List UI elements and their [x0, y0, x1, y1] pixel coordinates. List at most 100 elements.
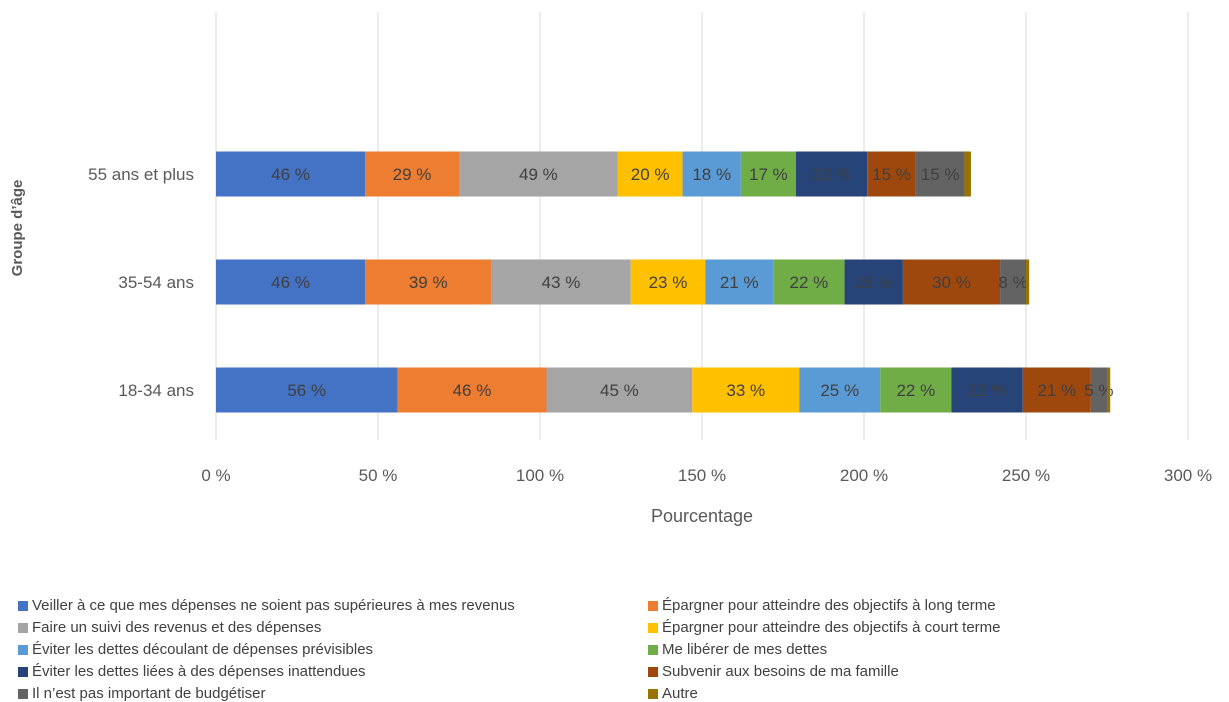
data-label: 22 %: [896, 381, 935, 400]
x-tick-label: 50 %: [359, 466, 398, 485]
legend-item: Faire un suivi des revenus et des dépens…: [18, 619, 321, 636]
legend-swatch: [18, 622, 28, 633]
bar-segment: [964, 151, 971, 197]
bar-segment: [795, 151, 868, 197]
data-label: 46 %: [271, 273, 310, 292]
data-label: 49 %: [519, 165, 558, 184]
bar-segment: [880, 367, 952, 413]
bar-segment: [915, 151, 965, 197]
legend-item: Épargner pour atteindre des objectifs à …: [648, 619, 1001, 636]
legend-swatch: [648, 600, 658, 611]
legend-item: Éviter les dettes découlant de dépenses …: [18, 641, 373, 658]
bar-segment: [365, 259, 492, 305]
legend-swatch: [648, 644, 658, 655]
x-axis-title: Pourcentage: [651, 506, 753, 526]
legend-label: Me libérer de mes dettes: [662, 641, 828, 658]
legend-item: Épargner pour atteindre des objectifs à …: [648, 597, 996, 614]
bar-segment: [705, 259, 774, 305]
legend-label: Subvenir aux besoins de ma famille: [662, 663, 899, 680]
data-label: 56 %: [287, 381, 326, 400]
legend-swatch: [18, 666, 28, 677]
legend-label: Éviter les dettes découlant de dépenses …: [32, 641, 374, 658]
bar-segment: [682, 151, 741, 197]
stacked-bar-chart: 0 % 50 % 100 % 150 % 200 % 250 % 300 % Pourcent…: [9, 12, 1212, 526]
legend-item: Il n’est pas important de budgétiser: [18, 685, 265, 702]
data-label: 45 %: [600, 381, 639, 400]
bar-segment: [1022, 367, 1091, 413]
x-tick-label: 0 %: [201, 466, 230, 485]
legend-item: Me libérer de mes dettes: [648, 641, 827, 658]
bar-segment: [617, 151, 683, 197]
x-tick-label: 100 %: [516, 466, 564, 485]
data-label: 22 %: [968, 381, 1007, 400]
data-label: 17 %: [749, 165, 788, 184]
data-label: 33 %: [726, 381, 765, 400]
data-label: 43 %: [542, 273, 581, 292]
data-label: 30 %: [932, 273, 971, 292]
legend-swatch: [648, 622, 658, 633]
legend-label: Veiller à ce que mes dépenses ne soient …: [32, 597, 515, 614]
bar-segment: [216, 367, 398, 413]
bar-segment: [773, 259, 845, 305]
x-tick-label: 200 %: [840, 466, 888, 485]
legend-swatch: [18, 600, 28, 611]
category-label: 35-54 ans: [118, 273, 194, 292]
data-label: 22 %: [790, 273, 829, 292]
x-tick-label: 300 %: [1164, 466, 1212, 485]
bar-segment: [740, 151, 796, 197]
bar-segment: [799, 367, 881, 413]
legend-swatch: [18, 688, 28, 699]
legend-item: Éviter les dettes liées à des dépenses i…: [18, 663, 366, 680]
data-label: 21 %: [720, 273, 759, 292]
data-label: 15 %: [921, 165, 960, 184]
legend-label: Faire un suivi des revenus et des dépens…: [32, 619, 322, 636]
bar-segment: [459, 151, 618, 197]
x-tick-label: 250 %: [1002, 466, 1050, 485]
data-label: 25 %: [820, 381, 859, 400]
bar-segment: [844, 259, 903, 305]
data-label: 23 %: [649, 273, 688, 292]
legend-label: Il n’est pas important de budgétiser: [32, 685, 266, 702]
legend-label: Épargner pour atteindre des objectifs à …: [662, 619, 1001, 636]
bar-segment: [1090, 367, 1107, 413]
data-label: 8 %: [998, 273, 1027, 292]
legend-swatch: [648, 666, 658, 677]
category-label: 18-34 ans: [118, 381, 194, 400]
data-label: 29 %: [393, 165, 432, 184]
data-label: 20 %: [631, 165, 670, 184]
bar-segment: [397, 367, 547, 413]
legend-swatch: [648, 688, 658, 699]
bar-segment: [1026, 259, 1030, 305]
category-label: 55 ans et plus: [88, 165, 194, 184]
bar-segment: [951, 367, 1023, 413]
legend-swatch: [18, 644, 28, 655]
data-label: 18 %: [854, 273, 893, 292]
bar-segment: [1000, 259, 1026, 305]
data-label: 18 %: [692, 165, 731, 184]
legend-label: Éviter les dettes liées à des dépenses i…: [32, 663, 366, 680]
bar-segment: [692, 367, 800, 413]
x-tick-label: 150 %: [678, 466, 726, 485]
legend-label: Épargner pour atteindre des objectifs à …: [662, 597, 996, 614]
data-label: 39 %: [409, 273, 448, 292]
bar-segment: [867, 151, 916, 197]
y-axis-title: Groupe d’âge: [9, 180, 26, 277]
bar-segment: [216, 151, 366, 197]
data-label: 46 %: [453, 381, 492, 400]
legend-item: Subvenir aux besoins de ma famille: [648, 663, 899, 680]
bar-segment: [216, 259, 366, 305]
bar-segment: [902, 259, 1001, 305]
data-label: 46 %: [271, 165, 310, 184]
data-label: 5 %: [1084, 381, 1113, 400]
bar-segment: [1107, 367, 1111, 413]
legend-label: Autre: [662, 685, 698, 702]
data-label: 15 %: [872, 165, 911, 184]
data-label: 21 %: [1037, 381, 1076, 400]
legend-item: Veiller à ce que mes dépenses ne soient …: [18, 597, 515, 614]
data-label: 22 %: [812, 165, 851, 184]
bar-segment: [365, 151, 459, 197]
legend-item: Autre: [648, 685, 698, 702]
bar-segment: [546, 367, 693, 413]
bar-segment: [491, 259, 631, 305]
bar-segment: [630, 259, 706, 305]
